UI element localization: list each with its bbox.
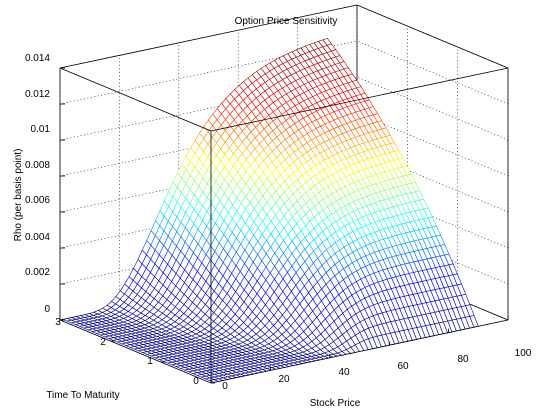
x-tick-label: 100 xyxy=(515,348,532,359)
y-tick-label: 1 xyxy=(147,356,153,367)
box-edge xyxy=(356,4,509,69)
y-axis-label: Time To Maturity xyxy=(46,390,119,401)
x-tick-label: 80 xyxy=(457,354,469,365)
x-axis-label: Stock Price xyxy=(310,398,361,409)
box-edge xyxy=(59,319,212,384)
box-edge xyxy=(210,319,509,384)
z-axis-label: Rho (per basis point) xyxy=(13,149,24,242)
z-tick-label: 0.01 xyxy=(31,124,51,135)
z-tick-label: 0 xyxy=(44,304,50,315)
z-tick-label: 0.014 xyxy=(25,53,50,64)
axes-box-front-edges xyxy=(59,67,509,384)
box-edge xyxy=(59,4,358,69)
x-tick-label: 60 xyxy=(397,361,409,372)
y-tick-label: 2 xyxy=(100,337,106,348)
y-tick-label: 3 xyxy=(55,317,61,328)
axis-ticks xyxy=(60,67,509,384)
box-edge xyxy=(59,67,212,132)
y-tick-label: 0 xyxy=(193,376,199,387)
box-edge xyxy=(210,67,509,132)
z-tick-label: 0.004 xyxy=(25,232,50,243)
z-tick-label: 0.006 xyxy=(25,195,50,206)
x-tick-label: 20 xyxy=(278,374,290,385)
z-tick-label: 0.002 xyxy=(25,267,50,278)
chart-title: Option Price Sensitivity xyxy=(235,16,338,27)
z-tick-label: 0.008 xyxy=(25,160,50,171)
rho-surface-mesh xyxy=(62,37,479,383)
z-tick-label: 0.012 xyxy=(25,89,50,100)
x-tick-label: 40 xyxy=(338,367,350,378)
x-tick-label: 0 xyxy=(222,381,228,392)
